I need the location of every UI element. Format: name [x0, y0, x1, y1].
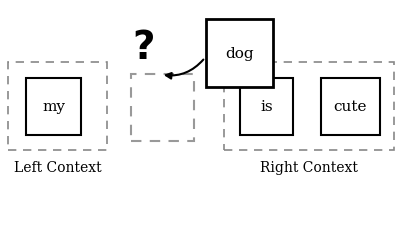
Text: dog: dog: [225, 47, 254, 61]
Text: my: my: [42, 100, 65, 114]
Text: cute: cute: [334, 100, 367, 114]
Text: Right Context: Right Context: [260, 161, 358, 174]
Text: Left Context: Left Context: [14, 161, 101, 174]
Text: ?: ?: [132, 28, 155, 66]
Text: is: is: [260, 100, 273, 114]
Bar: [224, 62, 394, 150]
Bar: [131, 75, 194, 141]
Bar: [26, 79, 81, 135]
Bar: [8, 62, 107, 150]
Bar: [321, 79, 380, 135]
Bar: [206, 20, 273, 88]
Bar: [240, 79, 293, 135]
FancyArrowPatch shape: [166, 60, 203, 79]
